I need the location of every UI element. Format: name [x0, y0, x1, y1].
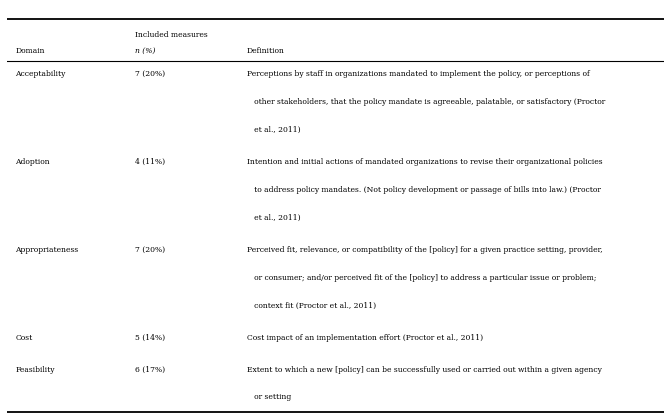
Text: Acceptability: Acceptability — [15, 70, 66, 78]
Text: 5 (14%): 5 (14%) — [135, 334, 165, 341]
Text: n (%): n (%) — [135, 47, 156, 55]
Text: Cost impact of an implementation effort (Proctor et al., 2011): Cost impact of an implementation effort … — [247, 334, 483, 341]
Text: 7 (20%): 7 (20%) — [135, 70, 165, 78]
Text: 6 (17%): 6 (17%) — [135, 365, 165, 373]
Text: other stakeholders, that the policy mandate is agreeable, palatable, or satisfac: other stakeholders, that the policy mand… — [247, 98, 605, 106]
Text: context fit (Proctor et al., 2011): context fit (Proctor et al., 2011) — [247, 302, 376, 310]
Text: Definition: Definition — [247, 47, 285, 55]
Text: or consumer; and/or perceived fit of the [policy] to address a particular issue : or consumer; and/or perceived fit of the… — [247, 274, 597, 282]
Text: Adoption: Adoption — [15, 158, 50, 166]
Text: Cost: Cost — [15, 334, 32, 341]
Text: Perceived fit, relevance, or compatibility of the [policy] for a given practice : Perceived fit, relevance, or compatibili… — [247, 246, 603, 253]
Text: Feasibility: Feasibility — [15, 365, 55, 373]
Text: Appropriateness: Appropriateness — [15, 246, 79, 253]
Text: or setting: or setting — [247, 393, 291, 401]
Text: et al., 2011): et al., 2011) — [247, 214, 301, 222]
Text: Included measures: Included measures — [135, 31, 208, 39]
Text: 7 (20%): 7 (20%) — [135, 246, 165, 253]
Text: et al., 2011): et al., 2011) — [247, 126, 301, 134]
Text: 4 (11%): 4 (11%) — [135, 158, 165, 166]
Text: to address policy mandates. (Not policy development or passage of bills into law: to address policy mandates. (Not policy … — [247, 186, 601, 194]
Text: Domain: Domain — [15, 47, 45, 55]
Text: Extent to which a new [policy] can be successfully used or carried out within a : Extent to which a new [policy] can be su… — [247, 365, 602, 373]
Text: Perceptions by staff in organizations mandated to implement the policy, or perce: Perceptions by staff in organizations ma… — [247, 70, 590, 78]
Text: Intention and initial actions of mandated organizations to revise their organiza: Intention and initial actions of mandate… — [247, 158, 603, 166]
